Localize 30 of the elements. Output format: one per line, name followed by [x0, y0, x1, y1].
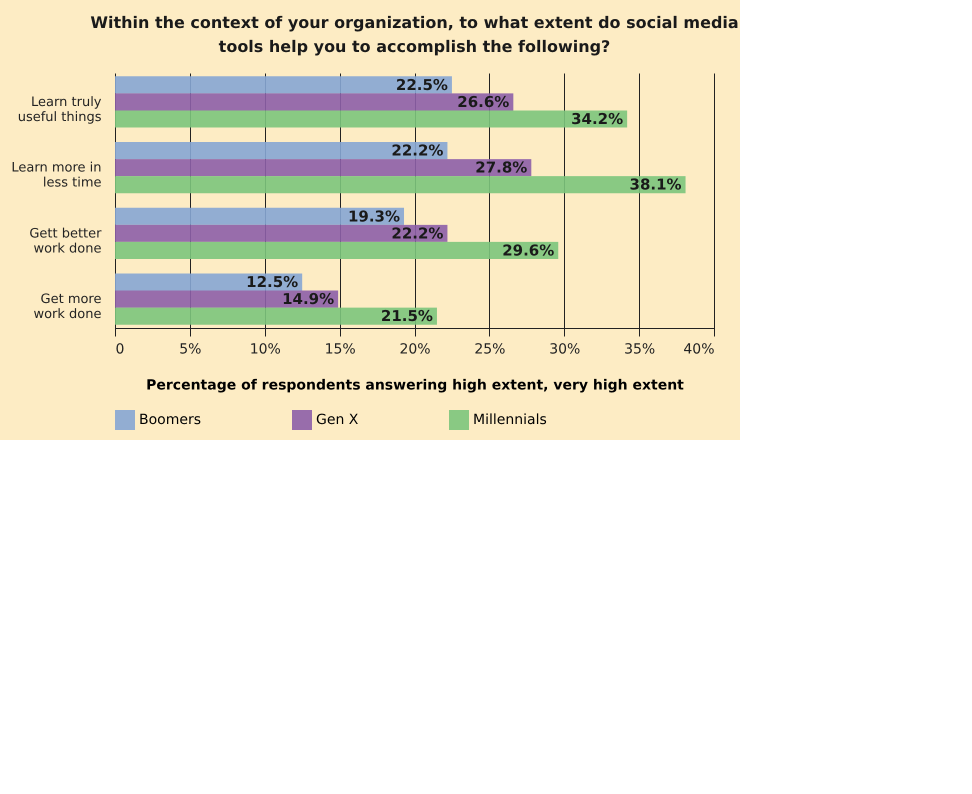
x-tick-label: 30%	[549, 342, 580, 358]
text: 21.5%	[380, 307, 433, 326]
text: 19.3%	[348, 207, 400, 226]
x-tick-label: 25%	[474, 342, 506, 358]
y-tick-label: Learn more in less time	[11, 160, 102, 191]
y-tick-label: Gett better work done	[29, 226, 102, 256]
x-tick-label: 15%	[324, 342, 356, 358]
text: 27.8%	[475, 158, 528, 177]
x-tick-label: 35%	[624, 342, 656, 358]
text: 26.6%	[457, 92, 510, 111]
x-tick-label: 20%	[399, 342, 431, 358]
y-tick-label: Learn truly useful things	[18, 94, 102, 125]
legend-label: Boomers	[139, 412, 202, 428]
text: 14.9%	[282, 290, 334, 308]
text: 12.5%	[246, 272, 298, 291]
text: 22.5%	[396, 76, 448, 94]
x-axis-title: Percentage of respondents answering high extent, very high extent	[146, 378, 684, 394]
text: 34.2%	[571, 110, 624, 128]
chart-title: Within the context of your organization, to what extent do social media tools help you to accomplish the following?	[90, 13, 739, 56]
y-tick-label: Get more work done	[33, 292, 102, 322]
x-tick-label: 10%	[250, 342, 281, 358]
text: 38.1%	[630, 176, 682, 194]
text: 29.6%	[502, 241, 554, 260]
legend-label: Millennials	[473, 412, 547, 428]
x-tick-label: 40%	[683, 342, 714, 358]
text: 22.2%	[391, 224, 444, 242]
legend-label: Gen X	[316, 412, 359, 428]
text: 22.2%	[391, 142, 444, 160]
x-tick-label: 0	[116, 342, 124, 358]
x-tick-label: 5%	[179, 342, 202, 358]
